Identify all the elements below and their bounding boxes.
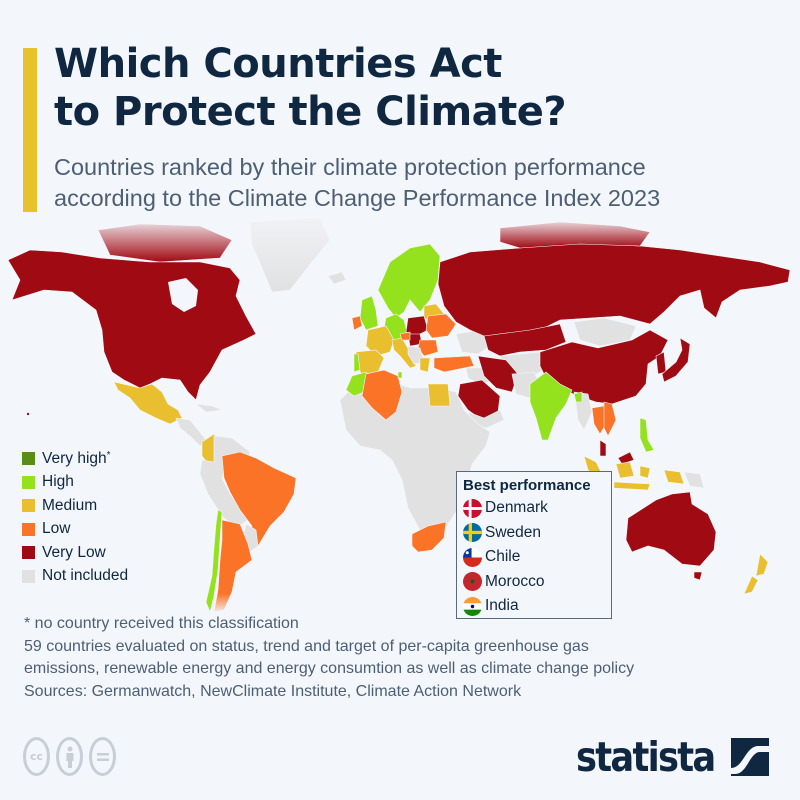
iran-region bbox=[477, 355, 519, 393]
ireland-region bbox=[351, 315, 363, 331]
world-choropleth-map bbox=[7, 217, 791, 613]
best-performance-country: Morocco bbox=[485, 572, 545, 590]
subtitle-line-2: according to the Climate Change Performa… bbox=[54, 185, 661, 211]
canada-arctic-region bbox=[97, 223, 233, 263]
best-performance-title: Best performance bbox=[463, 477, 591, 494]
legend-item-very-low: Very Low bbox=[22, 541, 128, 565]
portugal-region bbox=[353, 353, 361, 373]
best-performance-box: Best performance Denmark Sweden Chile Mo… bbox=[456, 471, 612, 619]
best-performance-country: India bbox=[485, 597, 519, 615]
india-region bbox=[529, 371, 573, 441]
legend-swatch-high bbox=[22, 475, 35, 489]
turkey-region bbox=[433, 355, 475, 373]
thailand-region bbox=[591, 405, 607, 435]
cc-label: cc bbox=[29, 750, 44, 763]
uk-region bbox=[359, 295, 379, 331]
vietnam-region bbox=[603, 401, 617, 437]
legend-asterisk: * bbox=[106, 450, 111, 462]
legend-swatch-very-high bbox=[22, 452, 35, 466]
legend-item-very-high: Very high * bbox=[22, 447, 128, 471]
legend-item-high: High bbox=[22, 471, 128, 495]
legend-label-high: High bbox=[42, 473, 74, 491]
cc-icon[interactable]: cc bbox=[23, 737, 50, 776]
legend-swatch-not-included bbox=[22, 569, 35, 583]
mexico-region bbox=[113, 381, 183, 425]
malaysia-region bbox=[599, 439, 607, 457]
poland-region bbox=[405, 315, 429, 337]
japan-region bbox=[661, 337, 691, 383]
legend-label-very-low: Very Low bbox=[42, 543, 106, 561]
india-flag-icon bbox=[463, 596, 482, 616]
brazil-region bbox=[221, 451, 297, 547]
description-line-1: 59 countries evaluated on status, trend … bbox=[24, 637, 589, 655]
legend-label-not-included: Not included bbox=[42, 567, 129, 585]
egypt-region bbox=[427, 383, 451, 407]
australia-region bbox=[625, 491, 717, 567]
philippines-region bbox=[639, 417, 655, 453]
denmark-flag-icon bbox=[463, 498, 482, 518]
license-icons: cc bbox=[23, 737, 116, 776]
spain-region bbox=[355, 349, 385, 375]
best-performance-item: India bbox=[463, 594, 605, 619]
legend-item-medium: Medium bbox=[22, 494, 128, 518]
argentina-region bbox=[213, 519, 253, 613]
no-derivatives-icon[interactable] bbox=[89, 737, 116, 776]
legend-item-low: Low bbox=[22, 518, 128, 542]
best-performance-item: Denmark bbox=[463, 496, 605, 521]
page-subtitle: Countries ranked by their climate protec… bbox=[54, 152, 794, 214]
legend-label-very-high: Very high bbox=[42, 449, 107, 467]
page-title: Which Countries Act to Protect the Clima… bbox=[54, 40, 774, 136]
attribution-icon[interactable] bbox=[56, 737, 83, 776]
legend-swatch-very-low bbox=[22, 546, 35, 560]
statista-logo-mark-icon bbox=[731, 738, 769, 776]
sources: Sources: Germanwatch, NewClimate Institu… bbox=[24, 682, 522, 700]
best-performance-country: Denmark bbox=[485, 499, 548, 517]
chart-notes: * no country received this classificatio… bbox=[24, 613, 794, 703]
new-zealand-region bbox=[755, 553, 769, 577]
legend-label-medium: Medium bbox=[42, 496, 98, 514]
title-accent-bar bbox=[23, 48, 37, 212]
legend-swatch-medium bbox=[22, 499, 35, 513]
mongolia-region bbox=[573, 317, 637, 347]
map-legend: Very high * High Medium Low Very Low Not … bbox=[22, 447, 128, 588]
legend-item-not-included: Not included bbox=[22, 565, 128, 589]
chile-flag-icon bbox=[463, 547, 482, 567]
title-line-1: Which Countries Act bbox=[54, 41, 502, 87]
title-line-2: to Protect the Climate? bbox=[54, 89, 567, 135]
chile-region bbox=[205, 509, 223, 613]
best-performance-country: Sweden bbox=[485, 523, 542, 541]
description-line-2: emissions, renewable energy and energy c… bbox=[24, 660, 635, 677]
italy-region bbox=[391, 337, 417, 369]
best-performance-item: Sweden bbox=[463, 521, 605, 546]
person-icon bbox=[66, 746, 73, 768]
morocco-flag-icon bbox=[463, 572, 482, 592]
statista-wordmark: statista bbox=[576, 733, 716, 781]
best-performance-item: Chile bbox=[463, 545, 605, 570]
north-america-region bbox=[7, 249, 257, 401]
statista-logo[interactable]: statista bbox=[576, 733, 769, 781]
best-performance-country: Chile bbox=[485, 548, 521, 566]
best-performance-item: Morocco bbox=[463, 570, 605, 595]
sweden-flag-icon bbox=[463, 523, 482, 543]
south-africa-region bbox=[411, 521, 447, 553]
legend-swatch-low bbox=[22, 522, 35, 536]
algeria-region bbox=[361, 369, 403, 421]
greenland-region bbox=[249, 217, 331, 293]
central-america-region bbox=[175, 417, 207, 447]
footnote: * no country received this classificatio… bbox=[24, 615, 299, 632]
legend-label-low: Low bbox=[42, 520, 71, 538]
subtitle-line-1: Countries ranked by their climate protec… bbox=[54, 154, 646, 180]
equals-icon bbox=[96, 752, 109, 761]
ukraine-region bbox=[425, 313, 457, 339]
france-region bbox=[365, 325, 395, 357]
